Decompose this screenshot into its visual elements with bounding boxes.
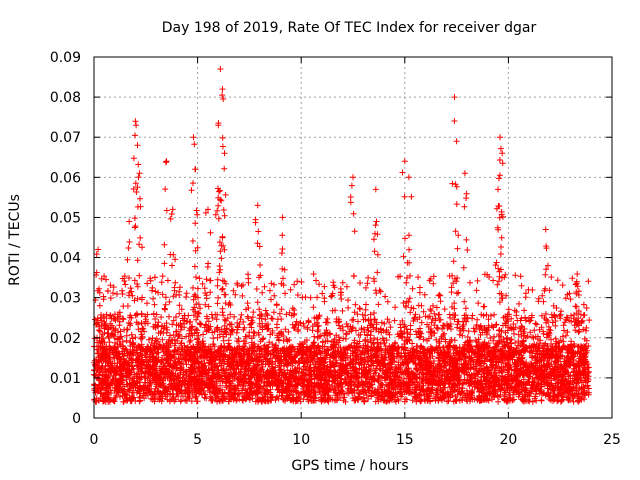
- y-tick-label: 0.03: [50, 291, 81, 307]
- x-axis-label: GPS time / hours: [291, 458, 408, 474]
- y-tick-label: 0.05: [50, 210, 81, 226]
- y-tick-label: 0.02: [50, 331, 81, 347]
- x-tick-label: 0: [90, 432, 99, 448]
- y-tick-label: 0.06: [50, 170, 81, 186]
- x-tick-label: 10: [292, 432, 310, 448]
- x-tick-label: 20: [499, 432, 517, 448]
- y-tick-label: 0: [72, 411, 81, 427]
- y-tick-label: 0.01: [50, 371, 81, 387]
- x-tick-label: 5: [193, 432, 202, 448]
- y-tick-label: 0.09: [50, 50, 81, 66]
- y-tick-label: 0.07: [50, 130, 81, 146]
- chart-title: Day 198 of 2019, Rate Of TEC Index for r…: [162, 20, 537, 36]
- x-tick-label: 25: [603, 432, 621, 448]
- y-tick-labels: 0 0.01 0.02 0.03 0.04 0.05 0.06 0.07 0.08 0.09: [50, 50, 81, 427]
- plot-frame: [93, 56, 613, 419]
- y-tick-label: 0.08: [50, 90, 81, 106]
- data-points: [91, 66, 593, 405]
- x-tick-labels: 0 5 10 15 20 25: [90, 432, 621, 448]
- y-axis-label: ROTI / TECUs: [7, 194, 23, 286]
- axis-ticks: [93, 56, 613, 419]
- x-tick-label: 15: [396, 432, 414, 448]
- y-tick-label: 0.04: [50, 251, 81, 267]
- roti-series-points: [91, 66, 593, 405]
